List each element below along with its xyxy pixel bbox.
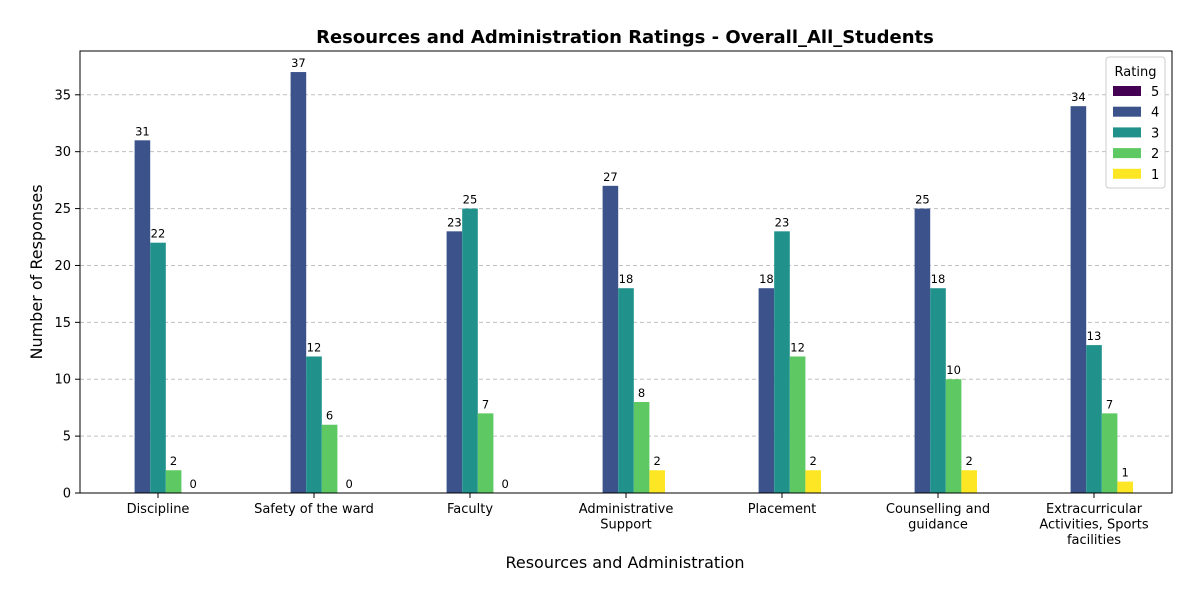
y-axis-ticks: 0 5 10 15 20 25 30 35 xyxy=(54,88,80,502)
data-label: 1 xyxy=(1122,466,1129,480)
bar-rating-4 xyxy=(290,72,307,494)
legend: Rating 5 4 3 2 1 xyxy=(1105,56,1166,189)
y-tick-label: 15 xyxy=(54,316,71,331)
data-label: 7 xyxy=(482,397,489,411)
data-label: 18 xyxy=(759,272,774,286)
bar-rating-3 xyxy=(462,208,478,494)
bar-rating-3 xyxy=(306,356,322,493)
legend-swatch xyxy=(1113,106,1141,117)
bar-rating-2 xyxy=(321,424,338,493)
bar-rating-1 xyxy=(1117,481,1133,493)
data-label: 22 xyxy=(151,227,166,241)
data-label: 2 xyxy=(810,454,817,468)
bar-rating-2 xyxy=(789,356,806,493)
data-label: 0 xyxy=(502,477,509,491)
x-tick-label: Counselling and xyxy=(886,502,990,517)
bar-rating-1 xyxy=(961,470,977,493)
legend-entry: 3 xyxy=(1151,126,1159,141)
bar-rating-3 xyxy=(930,288,946,493)
bar-rating-4 xyxy=(602,185,619,493)
y-axis-label: Number of Responses xyxy=(27,184,46,359)
bar-rating-2 xyxy=(633,401,650,493)
x-tick-label: Activities, Sports xyxy=(1039,518,1148,533)
bar-rating-4 xyxy=(446,231,463,493)
legend-entry: 4 xyxy=(1151,106,1159,121)
data-label: 13 xyxy=(1087,329,1102,343)
x-tick-label: Extracurricular xyxy=(1046,502,1143,517)
bar-rating-2 xyxy=(945,379,962,493)
legend-swatch xyxy=(1113,168,1141,179)
legend-swatch xyxy=(1113,148,1141,159)
bar-rating-4 xyxy=(134,140,151,493)
bar-rating-4 xyxy=(1070,106,1087,493)
legend-swatch xyxy=(1113,86,1141,96)
bar-rating-2 xyxy=(477,413,494,493)
y-tick-label: 20 xyxy=(54,259,71,274)
data-label: 37 xyxy=(291,56,306,70)
data-label: 0 xyxy=(346,477,353,491)
data-label: 25 xyxy=(915,193,930,207)
data-label: 23 xyxy=(447,215,462,229)
data-label: 2 xyxy=(654,454,661,468)
y-tick-label: 0 xyxy=(63,487,71,502)
data-label: 18 xyxy=(619,272,634,286)
x-tick-label: Faculty xyxy=(447,502,493,517)
y-tick-label: 35 xyxy=(54,88,71,103)
legend-swatch xyxy=(1113,127,1141,138)
bar-rating-3 xyxy=(618,288,634,493)
legend-title: Rating xyxy=(1115,65,1157,80)
x-tick-label: guidance xyxy=(908,518,968,533)
x-axis-label: Resources and Administration xyxy=(505,553,744,572)
x-tick-label: Placement xyxy=(748,502,817,517)
legend-entry: 2 xyxy=(1151,147,1159,162)
data-label: 31 xyxy=(135,124,150,138)
data-label: 12 xyxy=(790,340,805,354)
bar-rating-3 xyxy=(774,231,790,493)
bar-rating-3 xyxy=(1086,345,1102,493)
data-label: 7 xyxy=(1106,397,1113,411)
data-label: 6 xyxy=(326,409,333,423)
data-label: 25 xyxy=(463,193,478,207)
data-label: 18 xyxy=(931,272,946,286)
chart-title: Resources and Administration Ratings - O… xyxy=(316,27,934,48)
x-tick-label: facilities xyxy=(1067,533,1121,548)
bar-rating-4 xyxy=(758,288,775,493)
data-label: 2 xyxy=(170,454,177,468)
y-tick-label: 10 xyxy=(54,373,71,388)
bar-rating-2 xyxy=(165,470,182,493)
data-label: 23 xyxy=(775,215,790,229)
legend-entry: 1 xyxy=(1151,168,1159,183)
bar-rating-1 xyxy=(649,470,665,493)
x-tick-label: Safety of the ward xyxy=(254,502,374,517)
x-tick-label: Discipline xyxy=(127,502,190,517)
x-tick-label: Support xyxy=(600,518,651,533)
y-tick-label: 30 xyxy=(54,145,71,160)
legend-entry: 5 xyxy=(1151,85,1159,100)
data-label: 8 xyxy=(638,386,645,400)
data-label: 27 xyxy=(603,170,618,184)
data-label: 2 xyxy=(966,454,973,468)
bar-rating-2 xyxy=(1101,413,1118,493)
y-tick-label: 5 xyxy=(63,430,71,445)
bar-rating-4 xyxy=(914,208,931,494)
y-tick-label: 25 xyxy=(54,202,71,217)
x-axis-ticks: Discipline Safety of the ward Faculty Admin… xyxy=(127,493,1149,548)
data-label: 12 xyxy=(307,340,322,354)
data-label: 0 xyxy=(190,477,197,491)
bar-rating-3 xyxy=(150,242,166,493)
bar-rating-1 xyxy=(805,470,821,493)
bars xyxy=(134,72,1133,494)
data-label: 34 xyxy=(1071,90,1086,104)
x-tick-label: Administrative xyxy=(579,502,674,517)
data-label: 10 xyxy=(946,363,961,377)
